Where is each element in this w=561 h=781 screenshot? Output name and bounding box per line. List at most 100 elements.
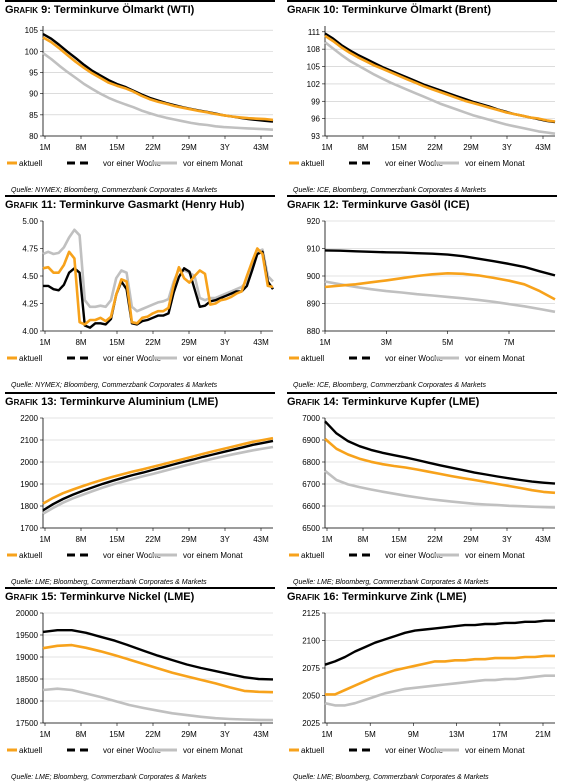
x-tick-label: 1M bbox=[321, 730, 332, 739]
legend-label-month: vor einem Monat bbox=[183, 354, 243, 363]
source-note: Quelle: NYMEX; Bloomberg, Commerzbank Co… bbox=[11, 187, 218, 194]
x-tick-label: 3Y bbox=[502, 535, 512, 544]
x-tick-label: 43M bbox=[253, 730, 269, 739]
chart-panel-16: GRAFIK 16: Terminkurve Zink (LME) 2025 205… bbox=[287, 587, 557, 781]
figure-number: 14: bbox=[320, 396, 343, 408]
y-tick-label: 17500 bbox=[16, 719, 39, 728]
y-tick-label: 90 bbox=[29, 90, 38, 99]
source-note: Quelle: LME; Bloomberg, Commerzbank Corp… bbox=[293, 579, 489, 586]
x-tick-label: 9M bbox=[408, 730, 419, 739]
series-line-current bbox=[42, 247, 274, 326]
x-tick-label: 3Y bbox=[502, 143, 512, 152]
legend-label-week: vor einer Woche bbox=[103, 551, 162, 560]
source-note: Quelle: NYMEX; Bloomberg, Commerzbank Co… bbox=[11, 382, 218, 389]
y-tick-label: 105 bbox=[25, 26, 39, 35]
figure-prefix-initial: G bbox=[287, 591, 296, 603]
figure-title-text: Terminkurve Aluminium (LME) bbox=[60, 396, 219, 408]
series-line-current bbox=[42, 436, 274, 505]
chart-title: GRAFIK 15: Terminkurve Nickel (LME) bbox=[5, 591, 194, 603]
figure-prefix-initial: G bbox=[5, 4, 14, 16]
x-tick-label: 22M bbox=[427, 143, 443, 152]
figure-title-text: Terminkurve Ölmarkt (Brent) bbox=[342, 4, 491, 16]
x-tick-label: 1M bbox=[39, 143, 50, 152]
chart-panel-15: GRAFIK 15: Terminkurve Nickel (LME) 17500… bbox=[5, 587, 275, 781]
x-tick-label: 15M bbox=[109, 143, 125, 152]
y-tick-label: 2075 bbox=[302, 664, 320, 673]
x-tick-label: 29M bbox=[463, 535, 479, 544]
x-tick-label: 1M bbox=[39, 338, 50, 347]
figure-title-text: Terminkurve Kupfer (LME) bbox=[342, 396, 480, 408]
figure-prefix-rest: RAFIK bbox=[13, 398, 39, 407]
legend-label-current: aktuell bbox=[301, 354, 324, 363]
x-tick-label: 17M bbox=[492, 730, 508, 739]
y-tick-label: 19000 bbox=[16, 653, 39, 662]
legend-label-current: aktuell bbox=[19, 159, 42, 168]
chart-panel-14: GRAFIK 14: Terminkurve Kupfer (LME) 6500 6… bbox=[287, 392, 557, 586]
legend-label-week: vor einer Woche bbox=[385, 354, 444, 363]
legend-label-current: aktuell bbox=[19, 354, 42, 363]
figure-title-text: Terminkurve Zink (LME) bbox=[342, 591, 467, 603]
chart-plot: 17500 18000 18500 19000 19500 20000 1M 8M 15M 22M… bbox=[7, 609, 274, 755]
chart-panel-9: GRAFIK 9: Terminkurve Ölmarkt (WTI) 80 85 9… bbox=[5, 0, 275, 194]
x-tick-label: 8M bbox=[357, 535, 368, 544]
legend-label-month: vor einem Monat bbox=[465, 746, 525, 755]
x-tick-label: 22M bbox=[145, 535, 161, 544]
figure-prefix-rest: RAFIK bbox=[13, 593, 39, 602]
y-tick-label: 20000 bbox=[16, 609, 39, 618]
legend-label-week: vor einer Woche bbox=[385, 746, 444, 755]
y-tick-label: 2000 bbox=[20, 458, 38, 467]
series-line-current bbox=[324, 437, 556, 495]
series-line-week bbox=[324, 420, 556, 485]
figure-prefix-initial: G bbox=[287, 199, 296, 211]
legend-label-month: vor einem Monat bbox=[183, 551, 243, 560]
series-line-current bbox=[325, 654, 555, 696]
source-note: Quelle: LME; Bloomberg, Commerzbank Corp… bbox=[11, 774, 207, 781]
series-line-current bbox=[324, 271, 556, 301]
x-tick-label: 8M bbox=[75, 730, 86, 739]
figure-prefix-rest: RAFIK bbox=[295, 6, 321, 15]
title-rule bbox=[5, 0, 275, 2]
chart-title: GRAFIK 13: Terminkurve Aluminium (LME) bbox=[5, 396, 218, 408]
chart-panel-13: GRAFIK 13: Terminkurve Aluminium (LME) 17… bbox=[5, 392, 275, 586]
series-line-week bbox=[324, 32, 556, 124]
figure-prefix-initial: G bbox=[5, 591, 14, 603]
chart-title: GRAFIK 11: Terminkurve Gasmarkt (Henry H… bbox=[5, 199, 244, 211]
series-line-week bbox=[324, 249, 556, 277]
x-tick-label: 5M bbox=[442, 338, 453, 347]
chart-title: GRAFIK 16: Terminkurve Zink (LME) bbox=[287, 591, 467, 603]
x-tick-label: 3Y bbox=[220, 143, 230, 152]
legend-label-month: vor einem Monat bbox=[465, 159, 525, 168]
title-rule bbox=[287, 392, 557, 394]
y-tick-label: 18000 bbox=[16, 697, 39, 706]
chart-panel-10: GRAFIK 10: Terminkurve Ölmarkt (Brent) 93… bbox=[287, 0, 557, 194]
figure-number: 15: bbox=[38, 591, 61, 603]
y-tick-label: 6900 bbox=[302, 436, 320, 445]
figure-prefix-initial: G bbox=[5, 199, 14, 211]
x-tick-label: 1M bbox=[321, 535, 332, 544]
y-tick-label: 6800 bbox=[302, 458, 320, 467]
y-tick-label: 102 bbox=[307, 80, 321, 89]
y-tick-label: 4.00 bbox=[22, 327, 38, 336]
x-tick-label: 43M bbox=[535, 143, 551, 152]
title-rule bbox=[287, 587, 557, 589]
y-tick-label: 99 bbox=[311, 97, 320, 106]
y-tick-label: 4.25 bbox=[22, 300, 38, 309]
chart-panel-12: GRAFIK 12: Terminkurve Gasöl (ICE) 880 890… bbox=[287, 195, 557, 389]
series-line-month bbox=[324, 41, 556, 135]
y-tick-label: 6700 bbox=[302, 480, 320, 489]
y-tick-label: 95 bbox=[29, 69, 38, 78]
legend-label-current: aktuell bbox=[301, 746, 324, 755]
x-tick-label: 22M bbox=[427, 535, 443, 544]
x-tick-label: 29M bbox=[463, 143, 479, 152]
series-line-month bbox=[42, 52, 274, 131]
figure-title-text: Terminkurve Gasmarkt (Henry Hub) bbox=[59, 199, 245, 211]
y-tick-label: 111 bbox=[308, 28, 321, 37]
x-tick-label: 8M bbox=[75, 338, 86, 347]
series-line-week bbox=[43, 250, 274, 329]
y-tick-label: 105 bbox=[307, 63, 321, 72]
y-tick-label: 85 bbox=[29, 111, 38, 120]
series-line-current bbox=[42, 36, 274, 122]
x-tick-label: 43M bbox=[253, 143, 269, 152]
x-tick-label: 1M bbox=[39, 535, 50, 544]
x-tick-label: 3Y bbox=[220, 338, 230, 347]
